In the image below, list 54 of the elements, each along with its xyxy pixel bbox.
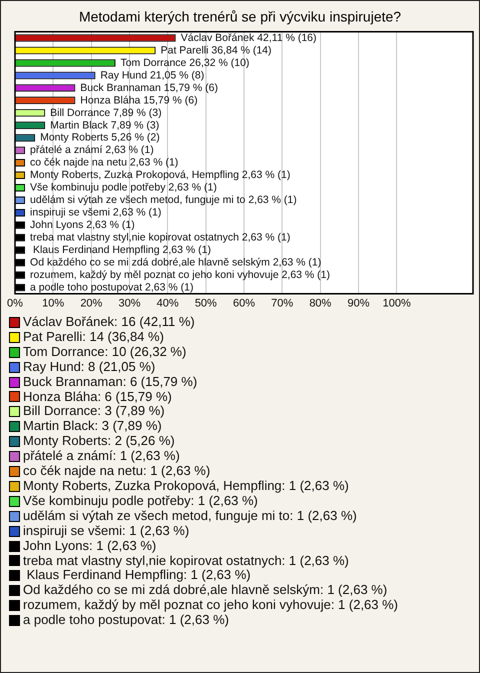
text: Klaus Ferdinand Hempfling: 1 (2,63 %) <box>26 567 251 584</box>
text: John Lyons: 1 (2,63 %) <box>22 538 156 554</box>
category-label: přátelé a známí 2,63 % (1) <box>30 144 154 156</box>
category-label: Monty Roberts 5,26 % (2) <box>40 132 160 144</box>
x-tick-label: 100% <box>382 297 411 310</box>
category-label: Monty Roberts, Zuzka Prokopová, Hempfling 2,63 % (1) <box>30 169 290 182</box>
category-label: John Lyons 2,63 % (1) <box>30 219 135 232</box>
text: treba mat vlastny styl,nie kopirovat ostatnych: 1 (2,63 %) <box>22 552 350 568</box>
text: přátelé a známí: 1 (2,63 %) <box>22 448 181 464</box>
category-label: treba mat vlastny styl,nie kopirovat ostatnych 2,63 % (1) <box>30 232 290 244</box>
category-label: udělám si výtah ze všech metod, funguje mi to 2,63 % (1) <box>30 194 297 206</box>
text: Honza Bláha: 6 (15,79 %) <box>22 388 172 404</box>
category-label: co čék najde na netu 2,63 % (1) <box>30 156 178 169</box>
category-label: Václav Bořánek 42,11 % (16) <box>180 32 317 44</box>
category-label: Vše kombinuju podle potřeby 2,63 % (1) <box>30 182 217 194</box>
x-tick-label: 50% <box>194 297 218 310</box>
x-tick-label: 40% <box>156 297 179 310</box>
text: co čék najde na netu: 1 (2,63 %) <box>22 463 212 479</box>
category-label: Ray Hund 21,05 % (8) <box>100 69 204 82</box>
text: a podle toho postupovat: 1 (2,63 %) <box>22 612 230 628</box>
text: Monty Roberts: 2 (5,26 %) <box>22 433 176 450</box>
text: Pat Parelli: 14 (36,84 %) <box>22 328 164 345</box>
x-tick-label: 10% <box>42 297 64 310</box>
text: Monty Roberts, Zuzka Prokopová, Hempfling: 1 (2,63 %) <box>22 478 350 494</box>
x-tick-label: 30% <box>118 297 141 310</box>
x-tick-label: 0% <box>7 297 24 310</box>
text: udělám si výtah ze všech metod, funguje mi to: 1 (2,63 %) <box>22 508 358 524</box>
x-tick-label: 90% <box>347 297 370 310</box>
text: Martin Black: 3 (7,89 %) <box>22 418 163 434</box>
x-tick-label: 70% <box>271 297 294 310</box>
text: Bill Dorrance: 3 (7,89 %) <box>22 403 165 420</box>
category-label: Honza Bláha 15,79 % (6) <box>80 94 198 106</box>
category-label: Martin Black 7,89 % (3) <box>50 119 160 132</box>
text: rozumem, každý by měl poznat co jeho koni vyhovuje: 1 (2,63 %) <box>22 597 400 614</box>
category-label: Tom Dorrance 26,32 % (10) <box>120 56 250 69</box>
category-label: Buck Brannaman 15,79 % (6) <box>80 82 218 94</box>
text: Vše kombinuju podle potřeby: 1 (2,63 %) <box>22 492 258 509</box>
category-label: Bill Dorrance 7,89 % (3) <box>50 106 162 119</box>
chart-title: Metodami kterých trenérů se při výcviku inspirujete? <box>78 8 402 24</box>
category-label: a podle toho postupovat 2,63 % (1) <box>30 281 194 294</box>
text: Ray Hund: 8 (21,05 %) <box>22 358 156 375</box>
text: Václav Bořánek: 16 (42,11 %) <box>22 314 196 330</box>
category-label: inspiruji se všemi 2,63 % (1) <box>30 206 162 219</box>
text: Od každého co se mi zdá dobré,ale hlavně selským: 1 (2,63 %) <box>22 582 388 598</box>
category-label: Pat Parelli 36,84 % (14) <box>160 44 272 56</box>
category-label: Klaus Ferdinand Hempfling 2,63 % (1) <box>32 244 211 256</box>
x-tick-label: 60% <box>232 297 256 310</box>
category-label: Od každého co se mi zdá dobré,ale hlavně selským 2,63 % (1) <box>30 256 322 268</box>
text: Buck Brannaman: 6 (15,79 %) <box>22 374 198 390</box>
x-tick-label: 20% <box>80 297 103 310</box>
category-label: rozumem, každý by měl poznat co jeho koni vyhovuje 2,63 % (1) <box>30 268 330 281</box>
x-tick-label: 80% <box>309 297 332 310</box>
text: inspiruji se všemi: 1 (2,63 %) <box>22 522 190 539</box>
text: Tom Dorrance: 10 (26,32 %) <box>22 344 188 360</box>
